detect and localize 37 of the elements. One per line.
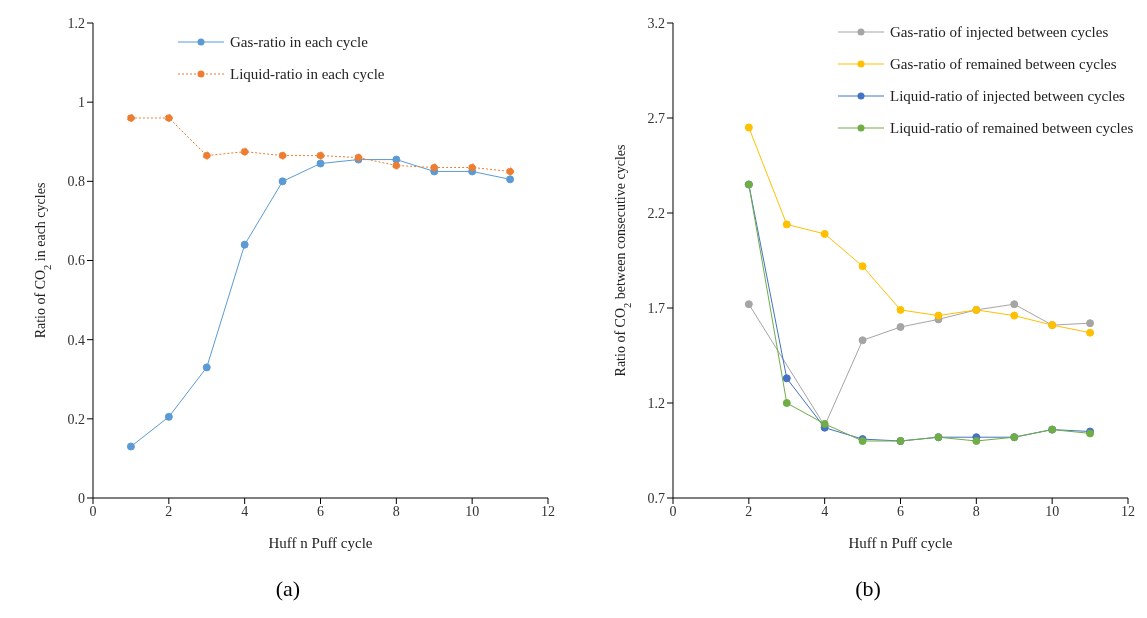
y-tick-label: 0.2 bbox=[67, 411, 85, 427]
y-tick-label: 1 bbox=[78, 95, 85, 111]
x-tick-label: 12 bbox=[541, 503, 555, 519]
y-tick-label: 1.2 bbox=[647, 395, 665, 411]
x-tick-label: 2 bbox=[165, 503, 173, 519]
x-tick-label: 6 bbox=[897, 503, 904, 519]
y-tick-label: 3.2 bbox=[647, 15, 665, 31]
x-tick-label: 2 bbox=[745, 503, 753, 519]
legend-label: Liquid-ratio of remained between cycles bbox=[890, 119, 1134, 137]
text: (b) bbox=[854, 576, 882, 602]
y-tick-label: 2.7 bbox=[647, 110, 665, 126]
legend-label: Gas-ratio in each cycle bbox=[230, 33, 368, 51]
y-tick-label: 0.6 bbox=[67, 253, 85, 269]
text: (a) bbox=[274, 576, 302, 602]
legend-label: Liquid-ratio of injected between cycles bbox=[890, 87, 1125, 105]
x-tick-label: 10 bbox=[465, 503, 480, 519]
x-tick-label: 0 bbox=[669, 503, 677, 519]
y-tick-label: 0.7 bbox=[647, 490, 665, 506]
x-tick-label: 6 bbox=[317, 503, 324, 519]
y-tick-label: 0.4 bbox=[67, 332, 85, 348]
y-tick-label: 2.2 bbox=[647, 205, 665, 221]
x-axis-title: Huff n Puff cycle bbox=[848, 535, 953, 551]
x-tick-label: 4 bbox=[821, 503, 829, 519]
x-tick-label: 12 bbox=[1121, 503, 1135, 519]
legend-label: Liquid-ratio in each cycle bbox=[230, 65, 385, 83]
x-tick-label: 8 bbox=[392, 503, 400, 519]
y-tick-label: 1.7 bbox=[647, 300, 665, 316]
legend-label: Gas-ratio of remained between cycles bbox=[890, 55, 1117, 73]
x-tick-label: 10 bbox=[1045, 503, 1060, 519]
legend-label: Gas-ratio of injected between cycles bbox=[890, 23, 1109, 41]
y-tick-label: 1.2 bbox=[67, 15, 85, 31]
x-tick-label: 0 bbox=[89, 503, 97, 519]
x-axis-title: Huff n Puff cycle bbox=[268, 535, 373, 551]
y-tick-label: 0.8 bbox=[67, 174, 85, 190]
x-tick-label: 8 bbox=[972, 503, 980, 519]
y-tick-label: 0 bbox=[78, 490, 85, 506]
x-tick-label: 4 bbox=[241, 503, 249, 519]
